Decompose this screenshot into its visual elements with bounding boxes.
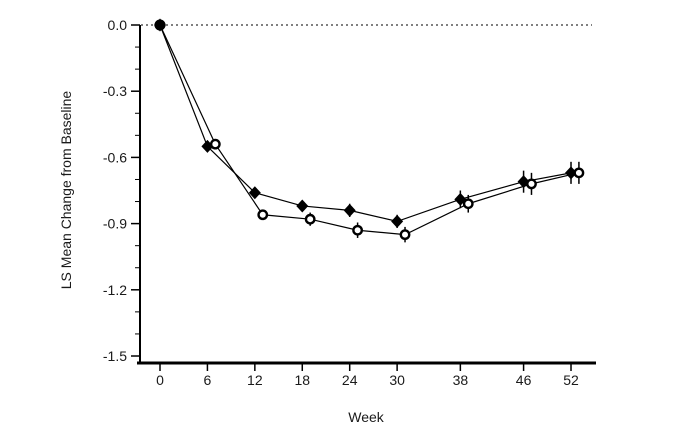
baseline-point (154, 19, 166, 31)
y-tick-label: -1.2 (103, 282, 127, 298)
series-line-filled-diamond (159, 24, 572, 223)
data-point-circle (526, 178, 537, 190)
y-tick-label: 0.0 (108, 17, 128, 33)
y-axis-title: LS Mean Change from Baseline (58, 90, 74, 290)
data-point-circle (257, 209, 269, 221)
y-tick-label: -0.9 (103, 216, 127, 232)
data-point-circle (352, 224, 363, 236)
data-point-diamond (391, 214, 404, 228)
y-tick-label: -0.3 (103, 83, 127, 99)
data-point-diamond (296, 199, 309, 213)
x-tick-label: 18 (294, 372, 310, 388)
y-tick-label: -1.5 (103, 348, 127, 364)
x-tick-label: 6 (204, 372, 212, 388)
data-point-diamond (343, 203, 356, 217)
data-point-diamond (565, 166, 578, 180)
series-line-open-circle (159, 24, 580, 236)
data-point-circle (573, 167, 585, 179)
y-tick-label: -0.6 (103, 149, 127, 165)
data-point-circle (462, 198, 474, 210)
data-point-diamond (248, 186, 261, 200)
x-tick-label: 38 (453, 372, 469, 388)
x-tick-label: 30 (389, 372, 405, 388)
data-point-circle (209, 138, 221, 150)
data-point-circle (304, 213, 316, 225)
x-tick-label: 46 (516, 372, 532, 388)
x-tick-label: 52 (563, 372, 579, 388)
x-tick-label: 24 (342, 372, 358, 388)
x-tick-label: 0 (156, 372, 164, 388)
data-point-circle (399, 229, 411, 241)
x-tick-label: 12 (247, 372, 263, 388)
x-axis-title: Week (348, 409, 384, 425)
